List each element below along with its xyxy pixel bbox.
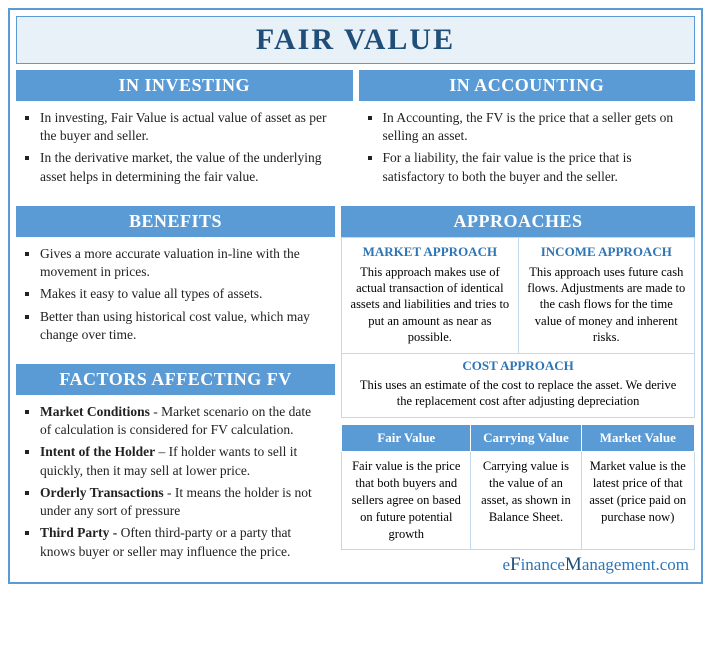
table-cell: Carrying value is the value of an asset,… <box>471 452 581 549</box>
right-column: APPROACHES MARKET APPROACH This approach… <box>341 206 695 576</box>
accounting-panel: IN ACCOUNTING In Accounting, the FV is t… <box>359 70 696 200</box>
table-header: Fair Value <box>342 425 471 452</box>
approach-text: This approach uses future cash flows. Ad… <box>527 264 686 345</box>
approach-text: This uses an estimate of the cost to rep… <box>352 377 684 410</box>
main-title: FAIR VALUE <box>17 23 694 57</box>
title-bar: FAIR VALUE <box>16 16 695 64</box>
table-cell: Fair value is the price that both buyers… <box>342 452 471 549</box>
row-definitions: IN INVESTING In investing, Fair Value is… <box>16 70 695 200</box>
investing-panel: IN INVESTING In investing, Fair Value is… <box>16 70 353 200</box>
table-header: Carrying Value <box>471 425 581 452</box>
value-comparison-table: Fair Value Carrying Value Market Value F… <box>341 424 695 549</box>
factors-heading: FACTORS AFFECTING FV <box>16 364 335 395</box>
income-approach: INCOME APPROACH This approach uses futur… <box>518 238 694 353</box>
list-item: Better than using historical cost value,… <box>40 308 323 344</box>
list-item: Orderly Transactions - It means the hold… <box>40 484 323 520</box>
benefits-content: Gives a more accurate valuation in-line … <box>16 237 335 358</box>
table-cell: Market value is the latest price of that… <box>581 452 694 549</box>
list-item: In the derivative market, the value of t… <box>40 149 341 185</box>
factors-content: Market Conditions - Market scenario on t… <box>16 395 335 575</box>
approach-text: This approach makes use of actual transa… <box>350 264 509 345</box>
benefits-heading: BENEFITS <box>16 206 335 237</box>
list-item: Gives a more accurate valuation in-line … <box>40 245 323 281</box>
market-approach: MARKET APPROACH This approach makes use … <box>342 238 517 353</box>
investing-content: In investing, Fair Value is actual value… <box>16 101 353 200</box>
row-main: BENEFITS Gives a more accurate valuation… <box>16 206 695 576</box>
cost-approach: COST APPROACH This uses an estimate of t… <box>341 354 695 418</box>
approaches-top-row: MARKET APPROACH This approach makes use … <box>341 237 695 354</box>
list-item: In Accounting, the FV is the price that … <box>383 109 684 145</box>
investing-heading: IN INVESTING <box>16 70 353 101</box>
table-header: Market Value <box>581 425 694 452</box>
list-item: In investing, Fair Value is actual value… <box>40 109 341 145</box>
list-item: For a liability, the fair value is the p… <box>383 149 684 185</box>
approach-title: MARKET APPROACH <box>350 244 509 261</box>
list-item: Makes it easy to value all types of asse… <box>40 285 323 303</box>
approaches-heading: APPROACHES <box>341 206 695 237</box>
approach-title: COST APPROACH <box>352 358 684 375</box>
accounting-content: In Accounting, the FV is the price that … <box>359 101 696 200</box>
infographic-container: FAIR VALUE IN INVESTING In investing, Fa… <box>8 8 703 584</box>
list-item: Market Conditions - Market scenario on t… <box>40 403 323 439</box>
list-item: Third Party - Often third-party or a par… <box>40 524 323 560</box>
accounting-heading: IN ACCOUNTING <box>359 70 696 101</box>
watermark: eFinanceManagement.com <box>341 554 695 576</box>
list-item: Intent of the Holder – If holder wants t… <box>40 443 323 479</box>
approach-title: INCOME APPROACH <box>527 244 686 261</box>
left-column: BENEFITS Gives a more accurate valuation… <box>16 206 335 576</box>
